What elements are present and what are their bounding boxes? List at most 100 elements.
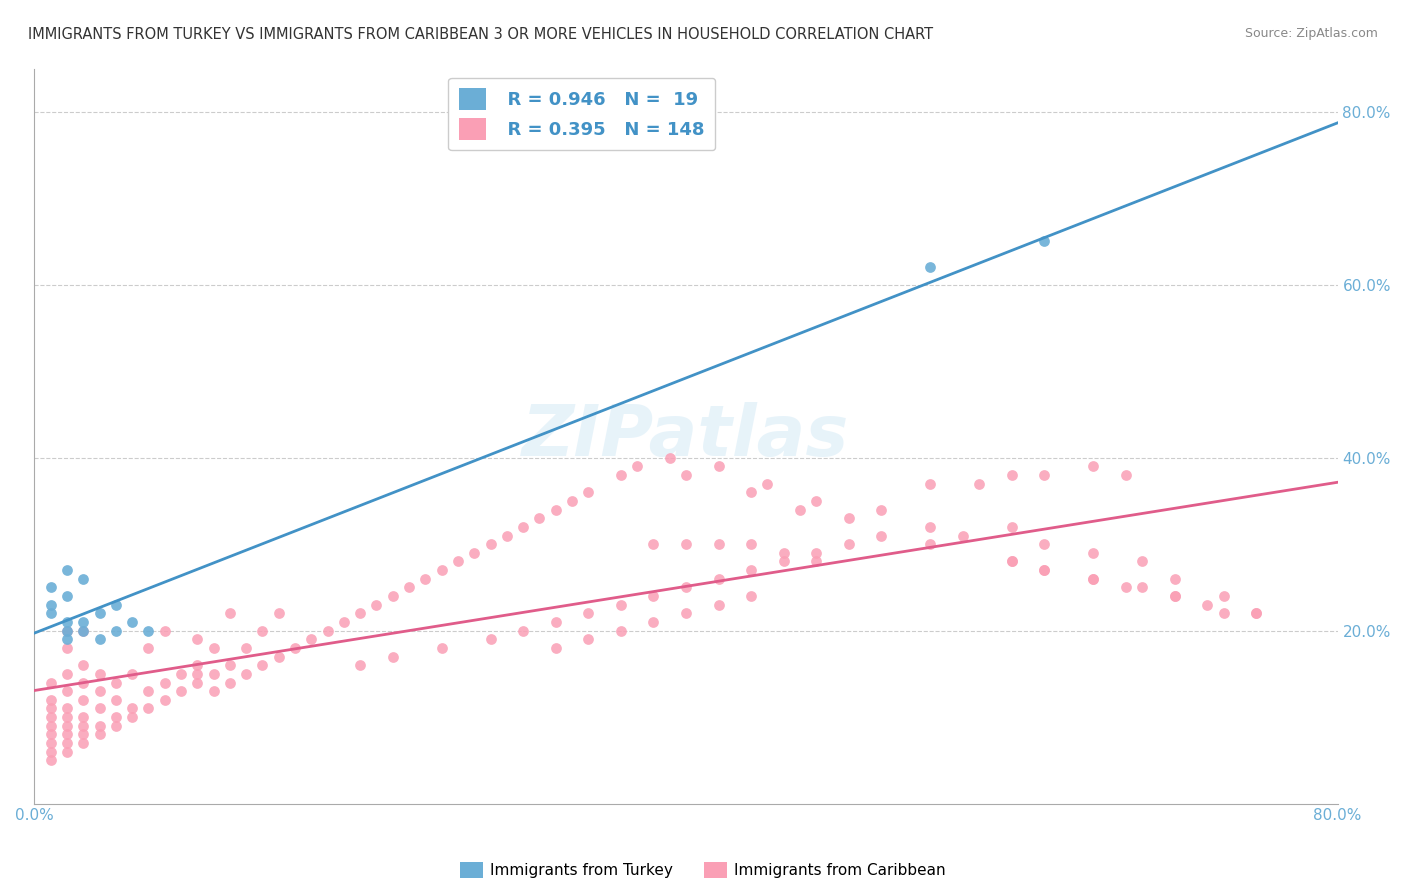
Point — [479, 632, 502, 647]
Point — [349, 658, 371, 673]
Point — [1130, 554, 1153, 568]
Point — [299, 632, 322, 647]
Point — [610, 598, 633, 612]
Point — [447, 554, 470, 568]
Point — [267, 649, 290, 664]
Point — [675, 537, 697, 551]
Point — [512, 624, 534, 638]
Point — [658, 450, 681, 465]
Point — [39, 736, 62, 750]
Point — [56, 589, 79, 603]
Point — [1083, 572, 1105, 586]
Point — [235, 640, 257, 655]
Point — [39, 727, 62, 741]
Point — [138, 624, 160, 638]
Point — [430, 640, 453, 655]
Point — [1033, 537, 1056, 551]
Point — [366, 598, 388, 612]
Point — [561, 494, 583, 508]
Point — [56, 727, 79, 741]
Point — [626, 459, 648, 474]
Point — [316, 624, 339, 638]
Point — [39, 745, 62, 759]
Point — [870, 528, 893, 542]
Point — [56, 615, 79, 629]
Point — [72, 710, 94, 724]
Point — [1244, 607, 1267, 621]
Point — [235, 666, 257, 681]
Point — [1083, 546, 1105, 560]
Point — [72, 624, 94, 638]
Point — [576, 607, 599, 621]
Point — [104, 598, 127, 612]
Point — [39, 693, 62, 707]
Point — [89, 719, 111, 733]
Point — [967, 476, 990, 491]
Point — [495, 528, 517, 542]
Point — [56, 701, 79, 715]
Point — [284, 640, 307, 655]
Point — [104, 710, 127, 724]
Point — [1212, 589, 1234, 603]
Legend: Immigrants from Turkey, Immigrants from Caribbean: Immigrants from Turkey, Immigrants from … — [454, 856, 952, 884]
Point — [186, 666, 208, 681]
Point — [920, 520, 942, 534]
Point — [920, 260, 942, 275]
Point — [1197, 598, 1219, 612]
Point — [920, 537, 942, 551]
Point — [39, 598, 62, 612]
Point — [121, 666, 143, 681]
Point — [39, 701, 62, 715]
Point — [56, 684, 79, 698]
Point — [56, 624, 79, 638]
Point — [643, 537, 665, 551]
Point — [138, 640, 160, 655]
Point — [89, 666, 111, 681]
Point — [1033, 563, 1056, 577]
Point — [56, 736, 79, 750]
Point — [1130, 581, 1153, 595]
Point — [218, 658, 240, 673]
Legend:   R = 0.946   N =  19,   R = 0.395   N = 148: R = 0.946 N = 19, R = 0.395 N = 148 — [449, 78, 716, 151]
Point — [56, 745, 79, 759]
Point — [104, 693, 127, 707]
Point — [707, 537, 730, 551]
Point — [529, 511, 551, 525]
Point — [576, 485, 599, 500]
Point — [186, 632, 208, 647]
Point — [89, 701, 111, 715]
Point — [870, 502, 893, 516]
Point — [463, 546, 485, 560]
Point — [643, 589, 665, 603]
Point — [1001, 520, 1024, 534]
Point — [153, 693, 176, 707]
Point — [56, 666, 79, 681]
Point — [1001, 554, 1024, 568]
Point — [740, 485, 762, 500]
Point — [707, 598, 730, 612]
Point — [772, 546, 794, 560]
Point — [398, 581, 420, 595]
Point — [707, 459, 730, 474]
Point — [56, 640, 79, 655]
Point — [1001, 554, 1024, 568]
Point — [56, 563, 79, 577]
Point — [333, 615, 356, 629]
Point — [349, 607, 371, 621]
Point — [576, 632, 599, 647]
Point — [415, 572, 437, 586]
Point — [72, 675, 94, 690]
Point — [121, 710, 143, 724]
Point — [1083, 459, 1105, 474]
Text: ZIPatlas: ZIPatlas — [522, 401, 849, 471]
Point — [56, 719, 79, 733]
Point — [806, 494, 828, 508]
Point — [138, 684, 160, 698]
Point — [89, 684, 111, 698]
Point — [56, 624, 79, 638]
Point — [544, 640, 567, 655]
Point — [1001, 467, 1024, 482]
Point — [1244, 607, 1267, 621]
Point — [1164, 572, 1187, 586]
Point — [202, 684, 225, 698]
